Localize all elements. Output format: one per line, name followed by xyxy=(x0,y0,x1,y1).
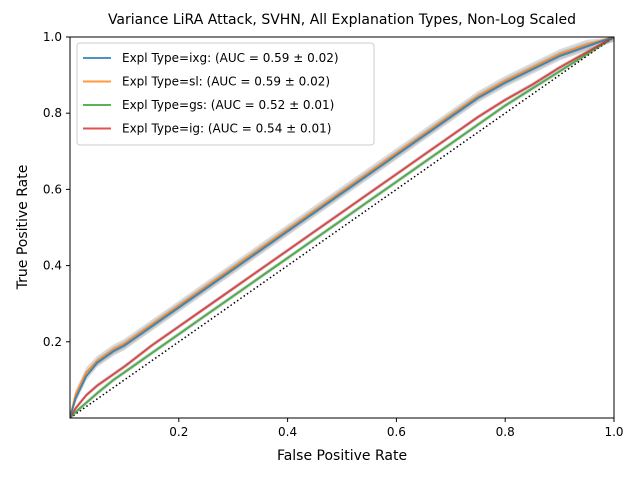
plot-area xyxy=(69,36,615,419)
x-tick-label: 1.0 xyxy=(604,425,623,439)
series-line-2 xyxy=(70,37,614,418)
y-tick-label: 0.2 xyxy=(43,335,62,349)
legend-entry-2: Expl Type=sl: (AUC = 0.59 ± 0.02) xyxy=(122,75,330,89)
y-tick-label: 1.0 xyxy=(43,30,62,44)
legend-entry-4: Expl Type=ig: (AUC = 0.54 ± 0.01) xyxy=(122,122,331,136)
plot-series xyxy=(70,37,614,418)
x-tick-label: 0.8 xyxy=(496,425,515,439)
x-tick-label: 0.4 xyxy=(278,425,297,439)
legend-entry-3: Expl Type=gs: (AUC = 0.52 ± 0.01) xyxy=(122,98,334,112)
chance-diagonal-line xyxy=(70,37,614,418)
series-line-3 xyxy=(70,37,614,418)
axes-frame xyxy=(69,36,615,419)
series-line-1 xyxy=(70,37,614,418)
x-tick-label: 0.2 xyxy=(169,425,188,439)
x-tick-label: 0.6 xyxy=(387,425,406,439)
legend-box xyxy=(76,42,375,146)
legend-entry-1: Expl Type=ixg: (AUC = 0.59 ± 0.02) xyxy=(122,51,339,65)
x-axis-ticks: 0.2 0.4 0.6 0.8 1.0 xyxy=(169,418,624,439)
legend: Expl Type=ixg: (AUC = 0.59 ± 0.02) Expl T… xyxy=(76,42,375,146)
series-line-4 xyxy=(70,37,614,418)
y-tick-label: 0.6 xyxy=(43,182,62,196)
y-axis-label: True Positive Rate xyxy=(15,165,31,291)
chart-title: Variance LiRA Attack, SVHN, All Explanat… xyxy=(108,12,576,28)
y-axis-ticks: 0.2 0.4 0.6 0.8 1.0 xyxy=(43,30,70,349)
y-tick-label: 0.8 xyxy=(43,106,62,120)
x-axis-label: False Positive Rate xyxy=(277,448,407,464)
y-tick-label: 0.4 xyxy=(43,259,62,273)
